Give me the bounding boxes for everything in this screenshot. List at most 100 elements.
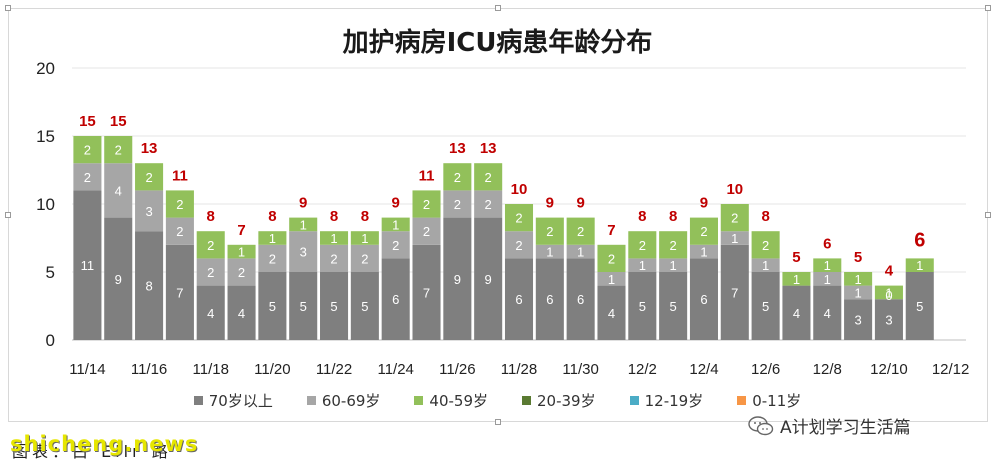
chart-title: 加护病房ICU病患年龄分布 (342, 28, 653, 58)
legend-item: 20-39岁 (522, 390, 596, 411)
bar-segment (689, 244, 718, 259)
segment-label: 1 (793, 272, 800, 287)
segment-label: 2 (269, 251, 276, 266)
bar-segment (566, 217, 595, 245)
bar-segment (412, 190, 441, 218)
y-tick-label: 20 (36, 59, 55, 78)
segment-label: 2 (731, 211, 738, 226)
bar-segment (443, 190, 472, 218)
legend-item: 70岁以上 (193, 390, 273, 411)
segment-label: 2 (361, 251, 368, 266)
bar-segment (104, 136, 133, 164)
bar-segment (535, 244, 564, 259)
resize-handle-ml[interactable] (5, 212, 11, 218)
segment-label: 3 (300, 245, 307, 260)
bar-segment (165, 190, 194, 218)
segment-label: 2 (546, 224, 553, 239)
segment-label: 1 (361, 231, 368, 246)
bar-segment (165, 217, 194, 245)
bar-segment (196, 231, 225, 259)
segment-label: 2 (762, 238, 769, 253)
bar-segment (751, 258, 780, 272)
x-tick-label: 11/30 (562, 361, 598, 378)
segment-label: 6 (577, 292, 584, 307)
bar-segment (504, 231, 534, 259)
total-label: 7 (237, 222, 245, 239)
wechat-account-name: A计划学习生活篇 (780, 418, 911, 438)
segment-label: 9 (485, 272, 492, 287)
x-tick-label: 12/4 (689, 361, 718, 378)
segment-label: 1 (269, 231, 276, 246)
segment-label: 1 (392, 217, 399, 232)
segment-label: 2 (423, 197, 430, 212)
bar-segment (474, 190, 503, 218)
bar-segment (135, 231, 164, 340)
x-tick-label: 11/18 (193, 361, 229, 378)
bar-segment (566, 244, 595, 259)
bar-segment (320, 244, 349, 272)
resize-handle-mr[interactable] (985, 212, 991, 218)
bar-segment (813, 258, 842, 272)
segment-label: 5 (300, 299, 307, 314)
segment-label: 4 (207, 306, 214, 321)
bar-segment (844, 272, 873, 286)
bar-segment (504, 204, 534, 232)
bar-segment (289, 272, 318, 340)
legend-label: 40-59岁 (429, 392, 489, 410)
bar-segment (628, 258, 657, 272)
segment-label: 2 (577, 224, 584, 239)
bar-segment (720, 204, 749, 232)
segment-label: 4 (115, 183, 122, 198)
total-label: 10 (511, 181, 528, 198)
bar-segment (844, 299, 873, 340)
x-tick-label: 11/16 (131, 361, 167, 378)
x-tick-label: 11/28 (501, 361, 537, 378)
segment-label: 1 (854, 285, 861, 300)
bar-segment (689, 217, 718, 245)
bar-segment (73, 163, 102, 191)
segment-label: 2 (176, 197, 183, 212)
segment-label: 5 (361, 299, 368, 314)
total-label: 9 (299, 195, 307, 212)
total-label: 9 (392, 195, 400, 212)
segment-label: 0 (885, 288, 892, 303)
x-tick-label: 12/10 (870, 361, 908, 378)
segment-label: 1 (330, 231, 337, 246)
bar-segment (874, 299, 903, 340)
resize-handle-bc[interactable] (495, 419, 501, 425)
segment-label: 1 (824, 258, 831, 273)
x-tick-label: 12/12 (932, 361, 970, 378)
resize-handle-tc[interactable] (495, 5, 501, 11)
x-tick-label: 11/24 (377, 361, 413, 378)
segment-label: 2 (207, 238, 214, 253)
bar-segment (720, 231, 749, 245)
segment-label: 2 (608, 251, 615, 266)
bar-segment (73, 136, 102, 164)
total-label: 8 (761, 208, 769, 225)
bar-segment (659, 272, 688, 340)
bar-segment (689, 258, 718, 340)
resize-handle-tr[interactable] (985, 5, 991, 11)
bar-segment (474, 163, 503, 191)
bar-segment (751, 231, 780, 259)
segment-label: 2 (145, 170, 152, 185)
segment-label: 5 (639, 299, 646, 314)
segment-label: 2 (207, 265, 214, 280)
wechat-icon (748, 415, 774, 435)
bar-segment (165, 244, 194, 340)
legend-swatch (629, 396, 639, 405)
segment-label: 2 (84, 143, 91, 158)
bar-segment (659, 258, 688, 272)
total-label: 8 (669, 208, 677, 225)
resize-handle-tl[interactable] (5, 5, 11, 11)
segment-label: 2 (392, 238, 399, 253)
segment-label: 1 (731, 231, 738, 246)
bar-segment (104, 217, 133, 340)
bar-segment (412, 217, 441, 245)
bar-segment (196, 285, 225, 340)
site-watermark: shicheng.news (10, 432, 199, 456)
total-label: 15 (79, 113, 96, 130)
segment-label: 7 (176, 285, 183, 300)
bar-segment (350, 244, 379, 272)
segment-label: 2 (84, 170, 91, 185)
